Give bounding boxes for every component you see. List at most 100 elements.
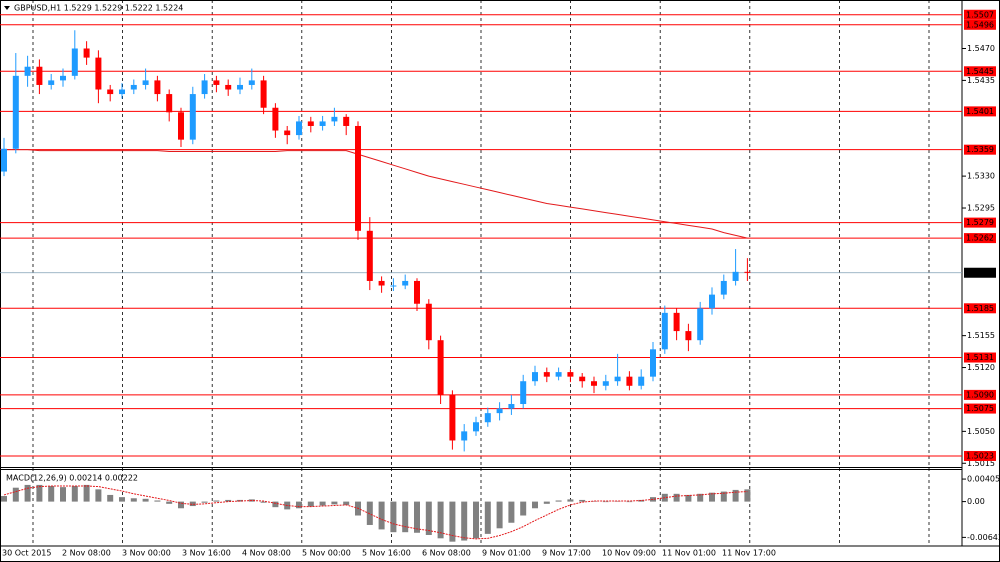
level-label-box — [964, 217, 996, 228]
x-tick-label: 3 Nov 00:00 — [122, 549, 171, 558]
macd-bar — [520, 501, 527, 516]
macd-bar — [732, 489, 739, 502]
macd-bar — [555, 500, 562, 502]
macd-bar — [744, 489, 751, 502]
macd-bar — [296, 501, 302, 509]
level-label-box — [964, 144, 996, 155]
macd-bar — [24, 484, 31, 502]
macd-bar — [720, 491, 727, 502]
y-tick-label: -0.00643 — [967, 533, 1000, 542]
level-label-box — [964, 389, 996, 400]
candle-body — [449, 394, 456, 441]
macd-bar — [142, 498, 149, 502]
candle-body — [201, 80, 208, 95]
macd-bar — [673, 493, 680, 502]
candle-body — [638, 376, 645, 386]
candle-body — [119, 89, 125, 95]
level-label-box — [964, 403, 996, 414]
macd-bar — [130, 498, 137, 502]
candle-body — [178, 112, 184, 140]
macd-bar — [378, 501, 385, 530]
candle-body — [296, 121, 302, 136]
macd-bar — [71, 486, 78, 502]
macd-bar — [95, 489, 102, 502]
x-tick-label: 5 Nov 00:00 — [302, 549, 351, 558]
level-label: 1.5185 — [966, 304, 994, 313]
macd-bar — [449, 501, 456, 542]
candle-body — [473, 422, 479, 432]
macd-bar — [343, 501, 350, 505]
x-tick-label: 30 Oct 2015 — [2, 549, 51, 558]
candle-body — [1, 148, 7, 172]
candle-body — [83, 48, 90, 58]
x-tick-label: 2 Nov 08:00 — [62, 549, 111, 558]
candle-body — [461, 431, 468, 441]
chart-title: GBPUSD,H1 1.5229 1.5229 1.5222 1.5224 — [14, 4, 183, 13]
macd-bar — [260, 501, 267, 503]
x-tick-label: 9 Nov 01:00 — [482, 549, 531, 558]
macd-bar — [484, 501, 491, 534]
candle-body — [425, 303, 432, 341]
candle-body — [48, 80, 55, 85]
level-label: 1.5445 — [966, 67, 994, 76]
macd-bar — [390, 501, 397, 533]
level-label: 1.5023 — [966, 451, 994, 460]
candle-body — [744, 271, 751, 273]
macd-bar — [166, 501, 173, 504]
candle-body — [248, 80, 255, 85]
level-label: 1.5131 — [966, 353, 994, 362]
macd-bar — [225, 499, 232, 502]
y-tick-label: 0.00405 — [967, 475, 1000, 484]
macd-bar — [331, 501, 338, 505]
macd-bar — [709, 492, 715, 502]
level-label-box — [964, 303, 996, 314]
candle-body — [12, 75, 19, 149]
candle-body — [602, 381, 609, 386]
x-tick-label: 10 Nov 09:00 — [602, 549, 656, 558]
macd-bar — [579, 499, 586, 502]
macd-bar — [685, 494, 692, 502]
candle-body — [697, 308, 704, 341]
candle-body — [284, 130, 291, 136]
level-label: 1.5262 — [966, 234, 994, 243]
macd-bar — [213, 500, 220, 502]
y-tick-label: 1.5295 — [967, 204, 995, 213]
macd-bar — [697, 493, 704, 502]
macd-bar — [107, 494, 114, 502]
macd-bar — [532, 501, 538, 509]
price-panel: 1.5470 1.5435 1.5330 1.5295 1.5155 1.5120 1.50… — [0, 9, 996, 558]
level-label-box — [964, 19, 996, 30]
candle-body — [508, 404, 515, 409]
level-label-box — [964, 66, 996, 77]
level-label-box — [964, 450, 996, 461]
candle-body — [402, 280, 409, 286]
macd-bar — [119, 497, 125, 502]
macd-bar — [402, 501, 409, 533]
candle-body — [307, 121, 314, 126]
macd-bar — [543, 501, 550, 504]
candle-body — [390, 285, 397, 287]
candle-body — [154, 80, 161, 95]
level-label: 1.5401 — [966, 107, 994, 116]
candle-body — [650, 349, 656, 377]
y-tick-label: 1.5015 — [967, 459, 995, 468]
macd-bar — [189, 501, 196, 507]
macd-bar — [36, 484, 43, 502]
candle-body — [720, 280, 727, 295]
candle-body — [520, 381, 527, 405]
macd-bar — [414, 501, 420, 533]
x-tick-label: 11 Nov 01:00 — [662, 549, 716, 558]
candle-body — [484, 413, 491, 423]
macd-bar — [83, 484, 90, 502]
y-tick-label: 1.5470 — [967, 44, 995, 53]
macd-bar — [591, 501, 597, 502]
level-label-box — [964, 9, 996, 20]
candle-body — [142, 80, 149, 85]
x-tick-label: 9 Nov 17:00 — [542, 549, 591, 558]
candle-body — [24, 66, 31, 76]
y-tick-label: 1.5155 — [967, 331, 995, 340]
candle-body — [71, 48, 78, 76]
macd-bar — [473, 501, 479, 539]
level-label: 1.5090 — [966, 390, 994, 399]
macd-bar — [437, 501, 444, 539]
